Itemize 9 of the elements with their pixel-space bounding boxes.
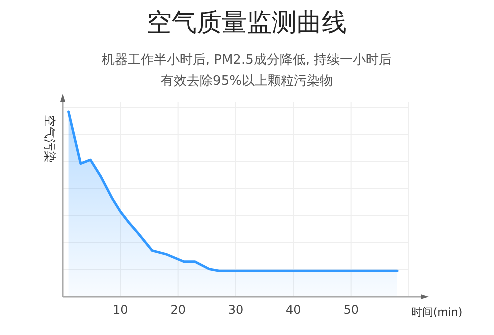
x-tick-label: 40 xyxy=(286,303,302,317)
x-tick-label: 20 xyxy=(170,303,186,317)
x-tick-label: 50 xyxy=(344,303,359,317)
x-tick-label: 10 xyxy=(113,303,128,317)
x-tick-label: 30 xyxy=(228,303,244,317)
chart-title: 空气质量监测曲线 xyxy=(146,7,348,39)
chart-subtitle: 机器工作半小时后, PM2.5成分降低, 持续一小时后有效去除95%以上颗粒污染物 xyxy=(100,52,394,91)
y-axis-title: 空气污染 xyxy=(43,115,57,163)
x-axis-title: 时间(min) xyxy=(411,306,463,319)
